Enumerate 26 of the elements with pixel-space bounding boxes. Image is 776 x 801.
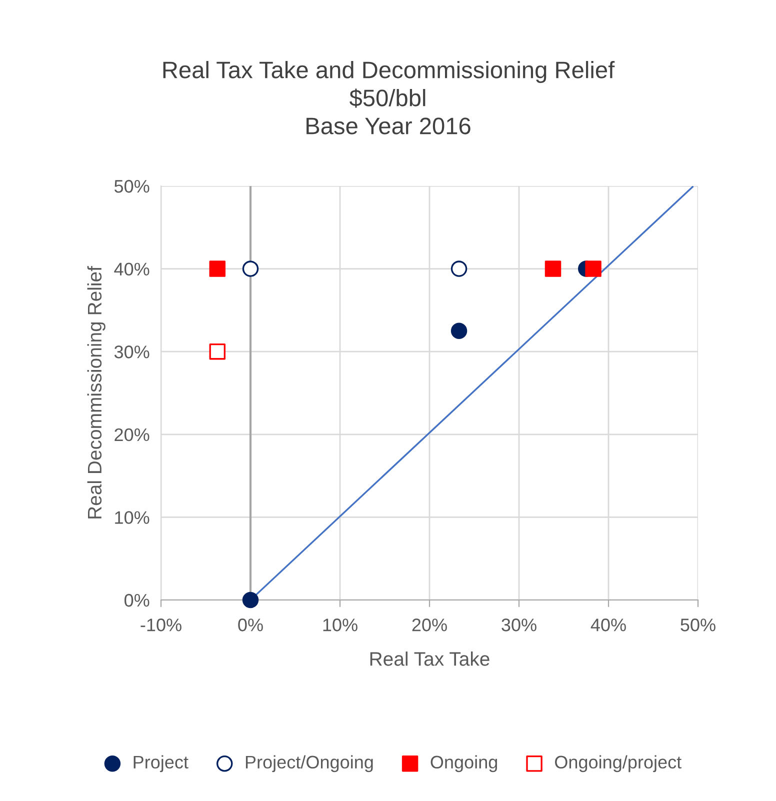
x-tick-label: 20% <box>412 618 447 632</box>
legend-label: Project/Ongoing <box>246 755 373 772</box>
legend-label: Ongoing/project <box>555 755 682 772</box>
point <box>209 343 226 360</box>
x-axis-title: Real Tax Take <box>370 652 490 666</box>
y-tick-label: 50% <box>114 180 150 193</box>
x-tick-label: -10% <box>140 618 182 632</box>
y-tick-label: 20% <box>114 428 150 442</box>
y-tick-label: 40% <box>114 262 150 276</box>
legend-label: Ongoing <box>430 755 498 772</box>
point <box>585 260 602 277</box>
x-tick-label: 30% <box>502 618 536 632</box>
x-tick-label: 40% <box>590 618 626 632</box>
y-tick-label: 10% <box>115 511 150 524</box>
point <box>450 322 468 340</box>
y-tick-label: 0% <box>124 594 150 607</box>
point <box>209 260 226 277</box>
x-tick-label: 50% <box>680 618 716 632</box>
x-tick-label: 0% <box>238 618 263 632</box>
point <box>242 592 259 608</box>
point <box>544 260 562 277</box>
y-tick-label: 30% <box>114 346 150 358</box>
legend-label: Project <box>134 755 188 772</box>
y-axis-title: Real Decommissioning Relief <box>87 266 106 518</box>
chart-title: Real Tax Take and Decommissioning Relief $50/bbl Base Year 2016 <box>163 60 615 134</box>
x-tick-label: 10% <box>323 618 358 632</box>
